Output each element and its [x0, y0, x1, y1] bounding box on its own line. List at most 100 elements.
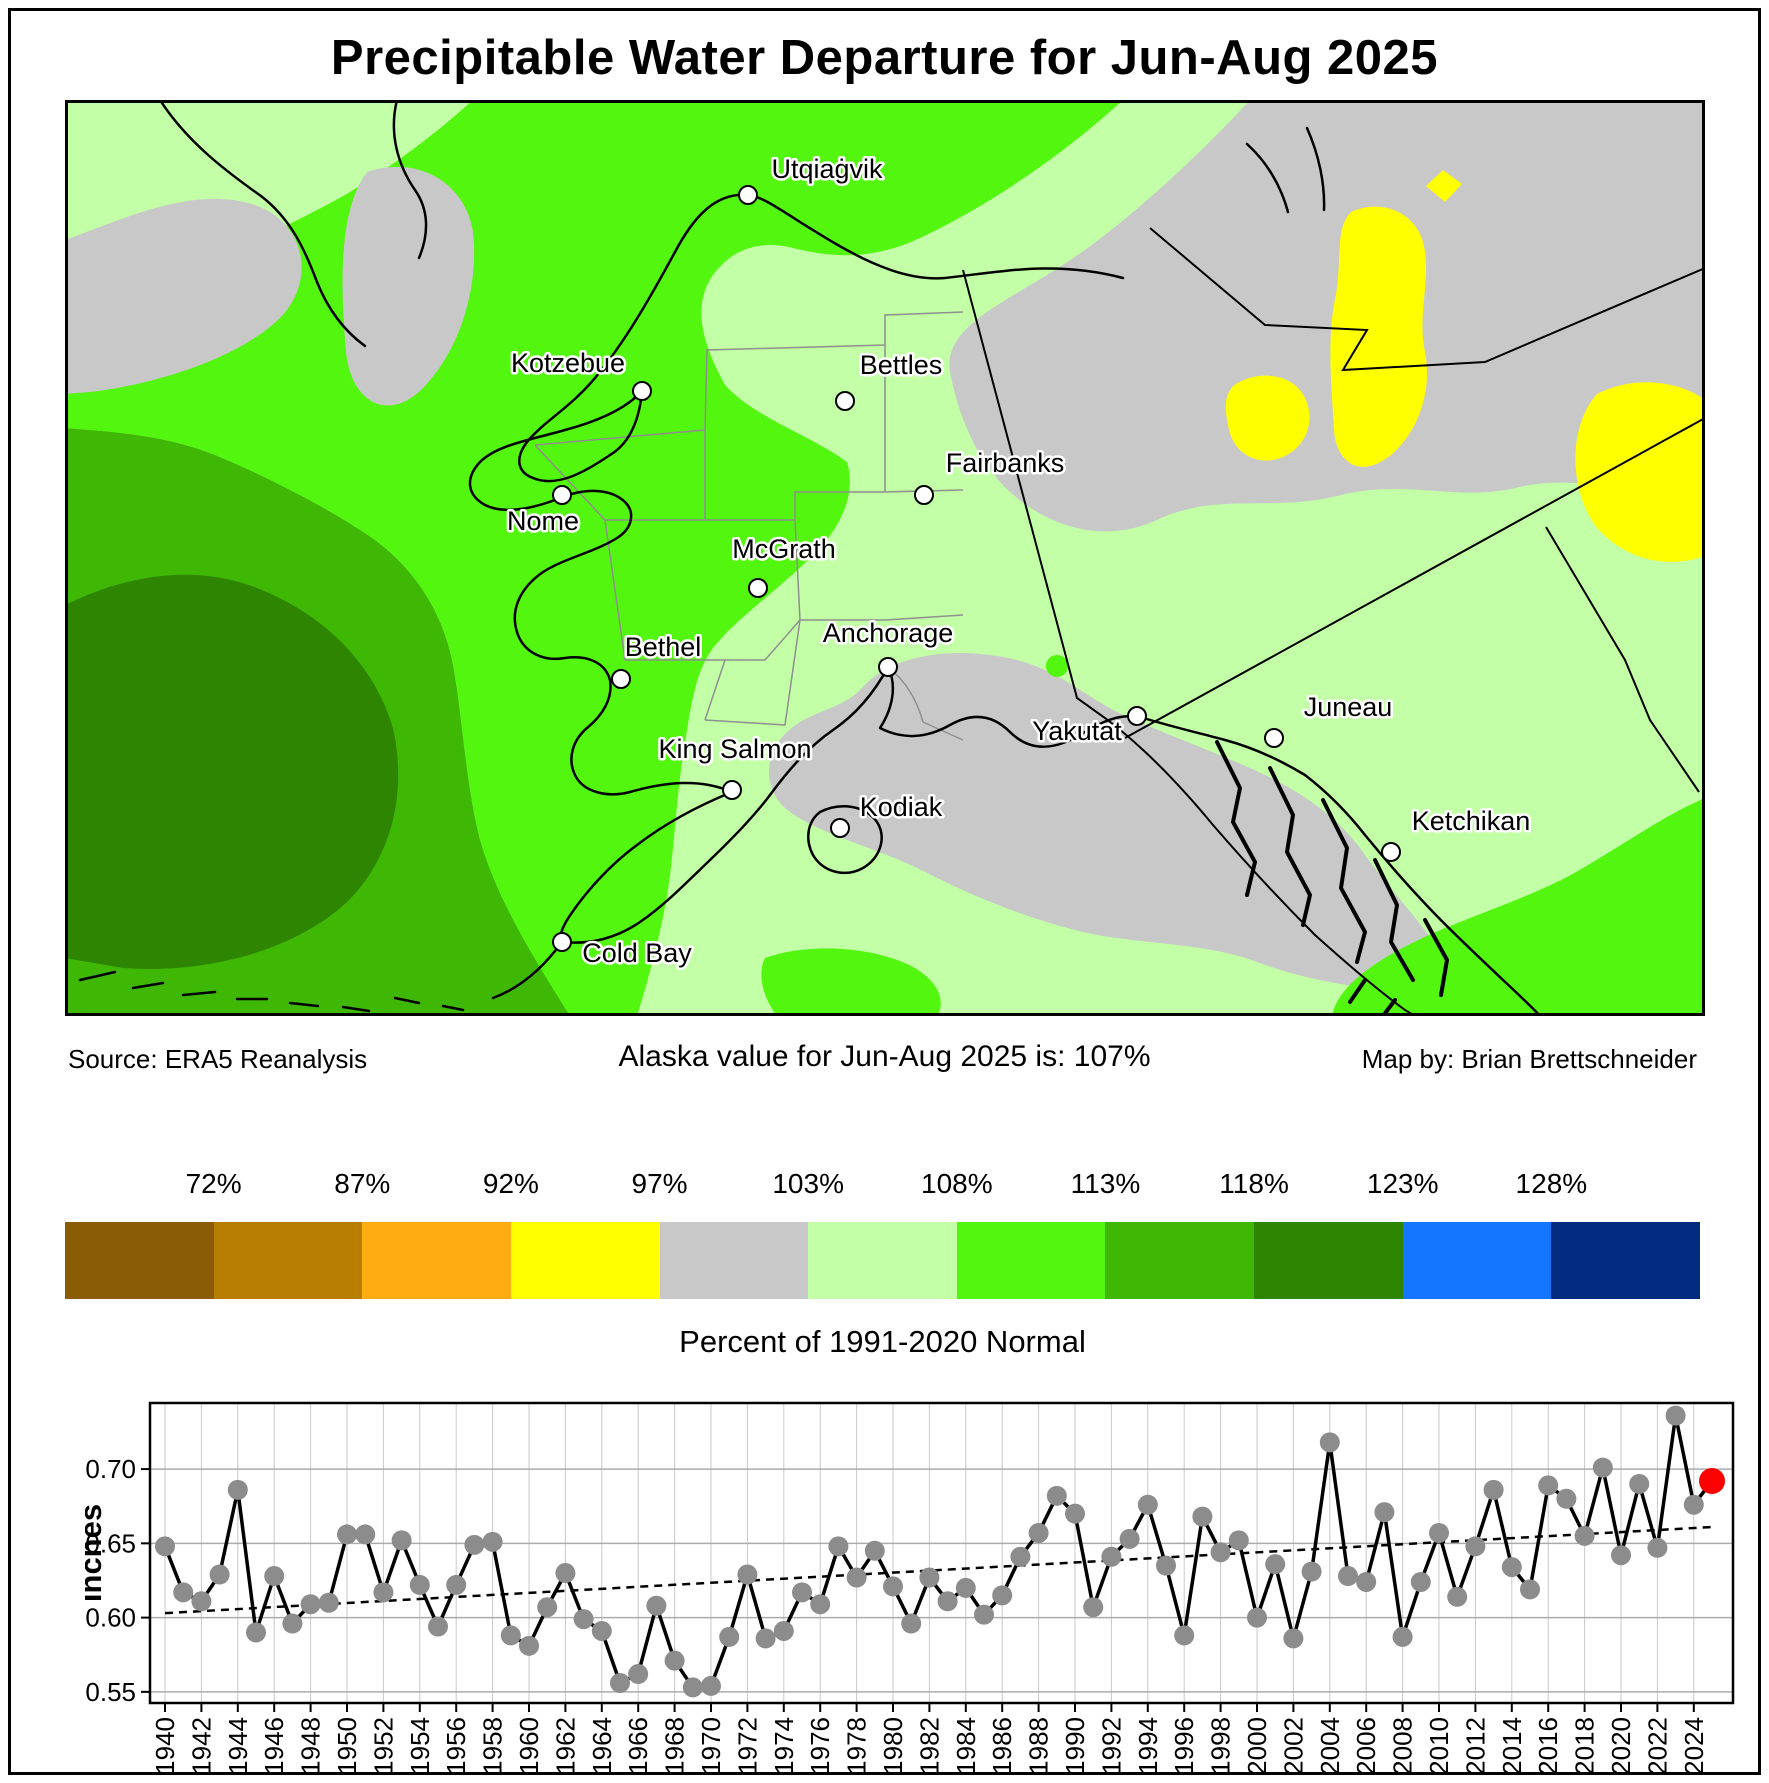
chart-x-tick-label: 1996 — [1169, 1717, 1199, 1775]
chart-x-tick-label: 1944 — [223, 1717, 253, 1775]
chart-x-tick-label: 1974 — [769, 1717, 799, 1775]
city-label: Juneau — [1304, 692, 1393, 722]
legend-swatch — [1105, 1222, 1255, 1299]
chart-x-tick-label: 1946 — [259, 1717, 289, 1775]
chart-data-point — [537, 1597, 558, 1618]
city-label: Yakutat — [1032, 716, 1122, 746]
chart-data-point — [264, 1566, 285, 1587]
chart-data-point — [555, 1563, 576, 1584]
chart-x-tick-label: 1954 — [405, 1717, 435, 1775]
legend-tick-label: 128% — [1515, 1168, 1588, 1199]
chart-data-point — [318, 1592, 339, 1613]
chart-data-point — [1083, 1597, 1104, 1618]
chart-data-point — [682, 1677, 703, 1698]
chart-data-point — [1574, 1525, 1595, 1546]
map-region-yellow-right-edge — [1575, 382, 1705, 562]
chart-data-point — [828, 1536, 849, 1557]
chart-x-tick-label: 1960 — [514, 1717, 544, 1775]
chart-x-tick-label: 2016 — [1533, 1717, 1563, 1775]
chart-data-point — [1192, 1506, 1213, 1527]
chart-frame — [148, 1401, 1735, 1705]
city-marker-bettles — [835, 391, 855, 411]
city-label: Bethel — [625, 632, 702, 662]
yukon-nwt-border — [1149, 227, 1705, 372]
map-region-bright-southeast-corner — [1332, 798, 1705, 1016]
chart-data-point — [373, 1582, 394, 1603]
chart-x-tick-label: 1958 — [478, 1717, 508, 1775]
chart-data-point — [173, 1582, 194, 1603]
city-label: Bettles — [860, 350, 943, 380]
city-marker-fairbanks — [914, 485, 934, 505]
chart-data-point — [191, 1591, 212, 1612]
legend-tick-label: 97% — [631, 1168, 688, 1199]
chart-x-tick-label: 1992 — [1096, 1717, 1126, 1775]
chart-data-point — [1647, 1537, 1668, 1558]
legend-tick-label: 108% — [921, 1168, 993, 1199]
city-label: Kodiak — [860, 792, 943, 822]
legend-caption: Percent of 1991-2020 Normal — [679, 1324, 1086, 1359]
map-region-dark-green-bering — [65, 574, 399, 969]
city-label: Kotzebue — [511, 348, 625, 378]
city-marker-yakutat — [1127, 706, 1147, 726]
alaska-west-coastline — [518, 193, 750, 483]
chart-data-point — [646, 1595, 667, 1616]
chart-data-point — [446, 1574, 467, 1595]
chart-data-point — [300, 1594, 321, 1615]
chart-data-point — [1501, 1557, 1522, 1578]
chart-data-point — [282, 1613, 303, 1634]
chart-data-point — [937, 1591, 958, 1612]
russia-coastline — [158, 100, 428, 348]
chart-x-tick-label: 1998 — [1206, 1717, 1236, 1775]
chart-y-tick-label: 0.65 — [85, 1528, 136, 1558]
chart-data-point — [482, 1531, 503, 1552]
aleutian-islands — [78, 970, 465, 1013]
city-markers-layer: Utqiaġvik Kotzebue Bettles Fairbanks Nome McG… — [504, 152, 1532, 971]
chart-data-point — [974, 1604, 994, 1625]
chart-x-tick-label: 2006 — [1351, 1717, 1381, 1775]
chart-data-point — [1483, 1479, 1504, 1500]
chart-y-axis: 0.55 0.60 0.65 0.70 — [85, 1454, 150, 1707]
map-region-yellow-yukon-big — [1330, 206, 1428, 467]
legend-tick-label: 113% — [1070, 1168, 1141, 1199]
chart-data-point — [919, 1567, 940, 1588]
legend-colorbar — [65, 1222, 1701, 1299]
chart-data-point — [901, 1613, 922, 1634]
chart-data-point — [1629, 1473, 1650, 1494]
chart-data-point — [1611, 1545, 1631, 1566]
seward-peninsula-coastline — [468, 389, 644, 540]
chart-data-point — [1210, 1542, 1231, 1563]
chart-x-tick-label: 2024 — [1679, 1717, 1709, 1775]
chart-data-point — [155, 1536, 175, 1557]
chart-data-point — [1447, 1586, 1468, 1607]
chart-data-point — [810, 1594, 831, 1615]
legend-swatch — [808, 1222, 957, 1299]
chart-data-point — [883, 1576, 903, 1597]
chart-data-point — [573, 1609, 594, 1630]
chart-data-point — [1046, 1485, 1067, 1506]
chart-data-point — [1010, 1546, 1031, 1567]
chart-data-point — [1137, 1494, 1158, 1515]
chart-data-point — [610, 1672, 630, 1693]
alaska-north-coastline — [746, 193, 1125, 280]
alaska-peninsula-coastline — [491, 790, 772, 1000]
chart-data-point — [846, 1567, 867, 1588]
legend-tick-label: 72% — [185, 1168, 242, 1199]
bc-interior-border — [1545, 526, 1700, 793]
chart-y-axis-title: Inches — [85, 1504, 108, 1602]
city-label: McGrath — [732, 534, 836, 564]
chart-x-tick-label: 1980 — [878, 1717, 908, 1775]
legend-tick-label: 123% — [1366, 1168, 1439, 1199]
legend-swatch — [362, 1222, 511, 1299]
chart-x-tick-label: 2020 — [1606, 1717, 1636, 1775]
chart-x-tick-label: 2022 — [1642, 1717, 1672, 1775]
city-marker-ketchikan — [1381, 842, 1401, 862]
chart-data-point — [1556, 1488, 1577, 1509]
chart-data-point — [701, 1675, 721, 1696]
yukon-bc-border — [1124, 417, 1705, 739]
chart-data-point — [1429, 1522, 1449, 1543]
legend-swatch — [1402, 1222, 1552, 1299]
chart-data-point — [773, 1620, 794, 1641]
chart-data-point — [1338, 1566, 1358, 1587]
kodiak-island-coastline — [807, 805, 883, 875]
